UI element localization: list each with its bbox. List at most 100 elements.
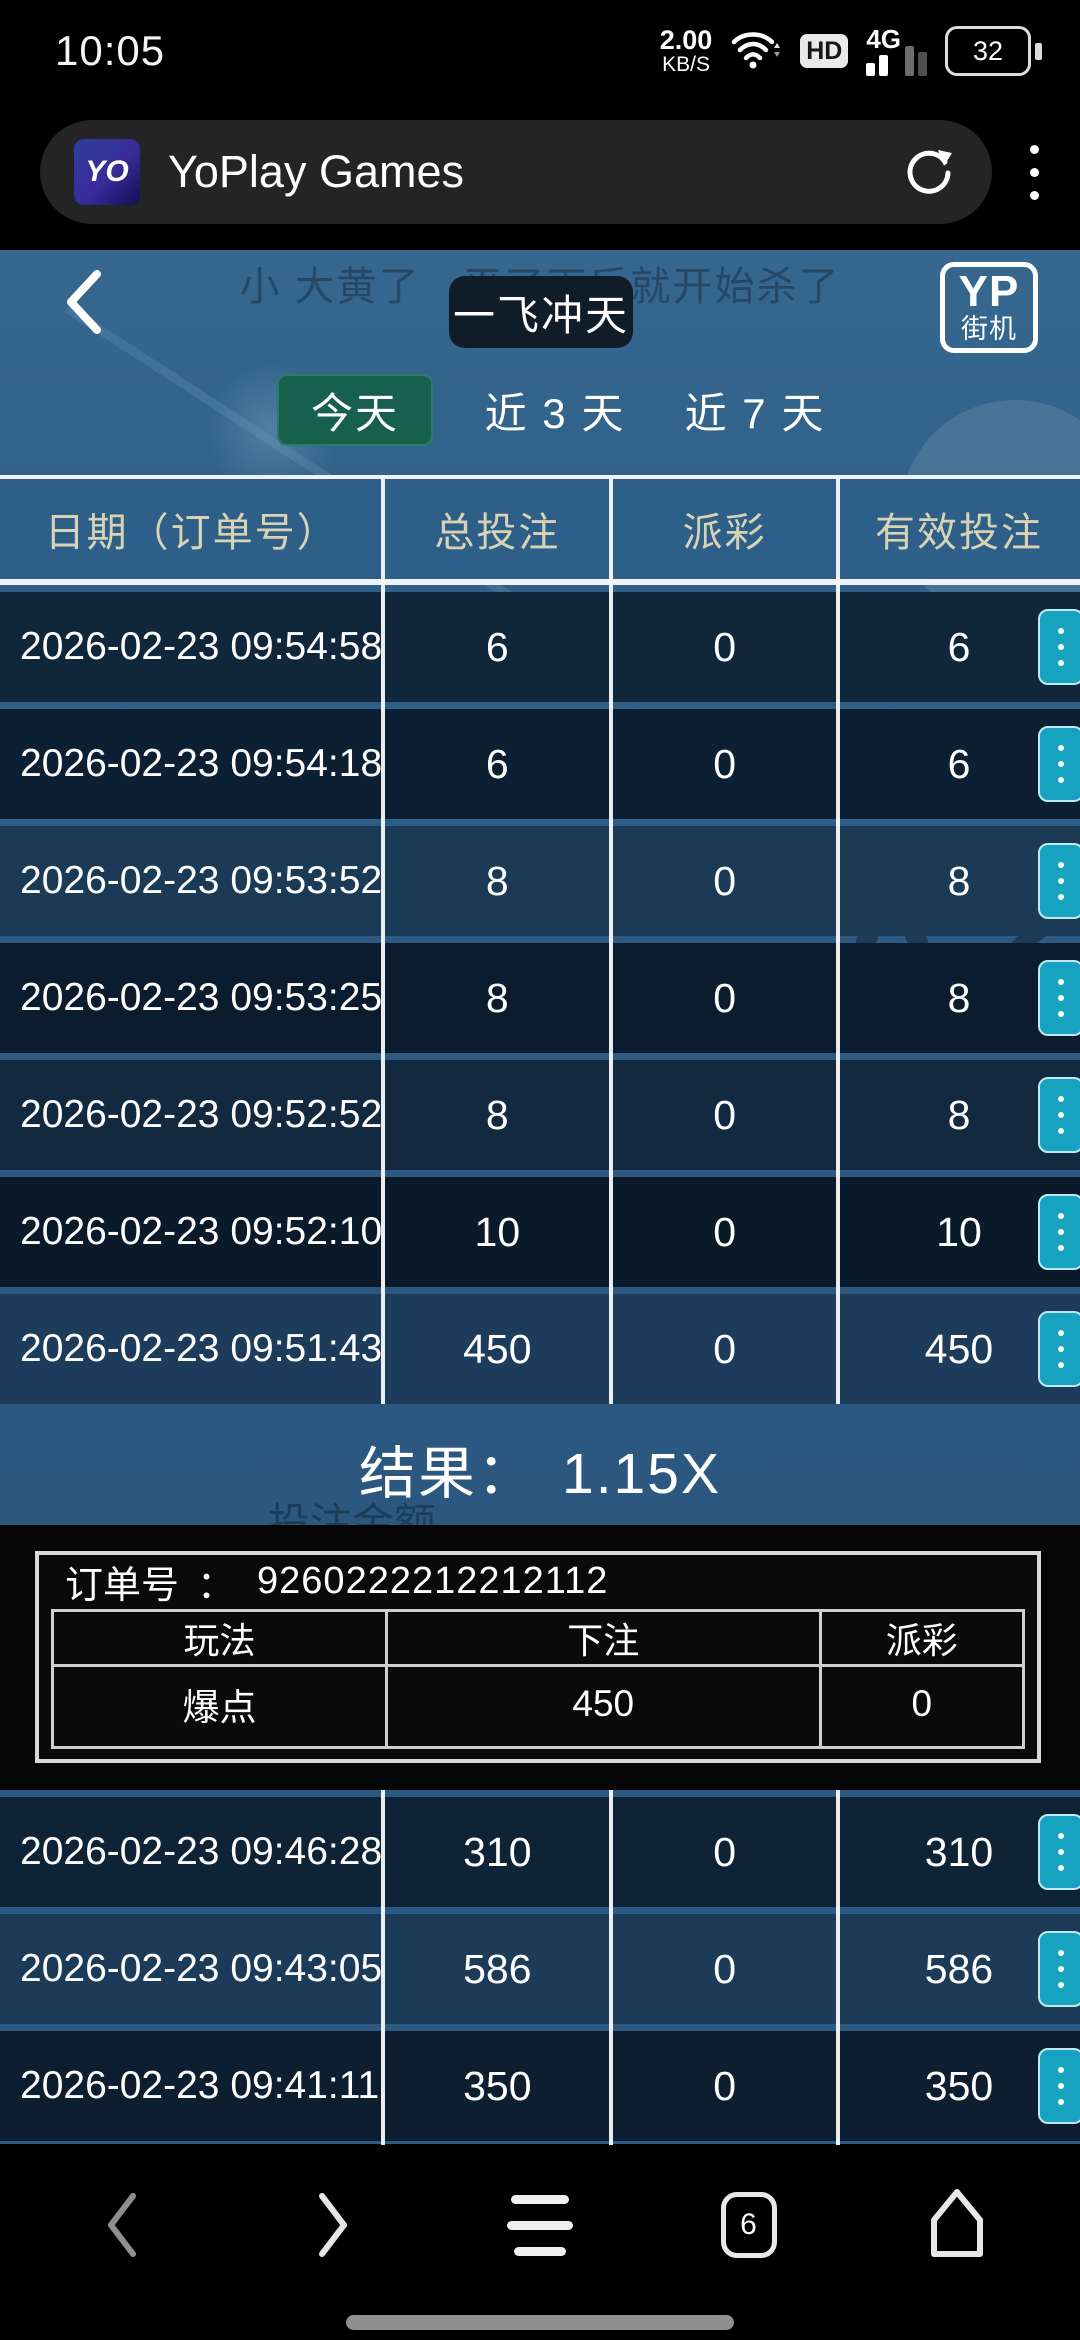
game-webview: 小 大黄了 平了下后就开始杀了 8.20X 投注金额 一飞冲天 YP 街机 今天…	[0, 250, 1080, 2145]
back-icon[interactable]	[50, 262, 120, 342]
row-valid: 6	[947, 740, 971, 787]
nav-back-icon[interactable]	[90, 2180, 156, 2270]
column-divider	[381, 475, 386, 1404]
row-payout: 0	[713, 1828, 737, 1875]
refresh-icon[interactable]	[902, 142, 958, 203]
col-header-valid-bet: 有效投注	[875, 511, 1044, 555]
table-row: 2026-02-23 09:54:18 6 0 6	[0, 709, 1080, 819]
row-total: 10	[474, 1208, 521, 1255]
row-payout: 0	[713, 1091, 737, 1138]
row-actions-icon[interactable]	[1038, 609, 1080, 685]
row-date: 2026-02-23 09:43:05	[20, 1947, 383, 1990]
row-actions-icon[interactable]	[1038, 2048, 1080, 2124]
row-total: 350	[463, 2062, 532, 2109]
site-favicon: YO	[74, 139, 140, 205]
table-header-row: 日期（订单号） 总投注 派彩 有效投注	[0, 475, 1080, 585]
order-detail-box: 订单号 ： 9260222212212112 玩法 下注 派彩 爆点 450 0	[35, 1551, 1041, 1763]
site-title: YoPlay Games	[168, 146, 464, 197]
status-bar: 10:05 2.00 KB/S HD 4G	[0, 0, 1080, 88]
col-header-total-bet: 总投注	[434, 511, 561, 555]
cellular-signal-icon: 4G	[866, 26, 927, 76]
tab-today[interactable]: 今天	[277, 374, 433, 446]
address-bar[interactable]: YO YoPlay Games	[40, 120, 992, 224]
column-divider	[836, 475, 841, 1404]
table-row: 2026-02-23 09:41:11 350 0 350	[0, 2031, 1080, 2141]
row-total: 8	[485, 857, 509, 904]
row-payout: 0	[713, 1208, 737, 1255]
col-header-date: 日期（订单号）	[44, 511, 339, 555]
row-actions-icon[interactable]	[1038, 1311, 1080, 1387]
nav-menu-icon[interactable]	[507, 2180, 573, 2270]
table-row: 2026-02-23 09:54:58 6 0 6	[0, 592, 1080, 702]
row-valid: 6	[947, 623, 971, 670]
col-header-payout: 派彩	[682, 511, 767, 555]
wifi-icon	[730, 26, 782, 77]
column-divider	[381, 1790, 386, 2145]
row-payout: 0	[713, 2062, 737, 2109]
page-title: 一飞冲天	[449, 276, 633, 348]
order-payout-value: 0	[911, 1683, 933, 1724]
tab-last-3-days[interactable]: 近 3 天	[468, 374, 642, 446]
order-col-payout: 派彩	[821, 1612, 1022, 1667]
row-payout: 0	[713, 857, 737, 904]
row-valid: 8	[947, 857, 971, 904]
row-date: 2026-02-23 09:52:52	[20, 1093, 383, 1136]
table-row: 2026-02-23 09:53:52 8 0 8	[0, 826, 1080, 936]
browser-overflow-menu-icon[interactable]	[1014, 144, 1054, 200]
row-valid: 350	[924, 2062, 994, 2109]
row-actions-icon[interactable]	[1038, 1931, 1080, 2007]
clock: 10:05	[55, 27, 166, 74]
tab-last-7-days[interactable]: 近 7 天	[668, 374, 842, 446]
yp-arcade-logo[interactable]: YP 街机	[940, 262, 1038, 353]
result-label: 结果：	[359, 1442, 537, 1506]
row-actions-icon[interactable]	[1038, 960, 1080, 1036]
tab-count: 6	[740, 2208, 757, 2241]
row-valid: 10	[936, 1208, 982, 1255]
row-actions-icon[interactable]	[1038, 1194, 1080, 1270]
result-value: 1.15X	[562, 1442, 721, 1506]
row-actions-icon[interactable]	[1038, 843, 1080, 919]
order-detail-section: 订单号 ： 9260222212212112 玩法 下注 派彩 爆点 450 0	[0, 1525, 1080, 1790]
nav-tabs-icon[interactable]: 6	[716, 2180, 782, 2270]
nav-forward-icon[interactable]	[299, 2180, 365, 2270]
system-nav-bar: 6	[0, 2144, 1080, 2340]
order-number-line: 订单号 ： 9260222212212112	[39, 1555, 1037, 1607]
row-date: 2026-02-23 09:54:58	[20, 625, 383, 668]
row-valid: 450	[924, 1325, 994, 1372]
nav-home-icon[interactable]	[924, 2180, 990, 2270]
order-col-play: 玩法	[54, 1612, 388, 1667]
table-row: 2026-02-23 09:51:43 450 0 450	[0, 1294, 1080, 1404]
order-bet-value: 450	[388, 1662, 822, 1746]
table-row: 2026-02-23 09:43:05 586 0 586	[0, 1914, 1080, 2024]
column-divider	[836, 1790, 841, 2145]
row-total: 8	[485, 1091, 509, 1138]
column-divider	[609, 1790, 614, 2145]
order-col-bet: 下注	[387, 1612, 822, 1667]
row-actions-icon[interactable]	[1038, 1814, 1080, 1890]
table-row: 2026-02-23 09:46:28 310 0 310	[0, 1797, 1080, 1907]
row-valid: 310	[924, 1828, 994, 1875]
row-valid: 8	[947, 1091, 971, 1138]
row-date: 2026-02-23 09:52:10	[20, 1210, 383, 1253]
row-total: 6	[485, 740, 509, 787]
row-actions-icon[interactable]	[1038, 1077, 1080, 1153]
order-number-label: 订单号	[65, 1564, 180, 1607]
gesture-handle[interactable]	[346, 2315, 734, 2330]
row-date: 2026-02-23 09:41:11	[20, 2064, 380, 2107]
row-date: 2026-02-23 09:51:43	[20, 1327, 383, 1370]
row-date: 2026-02-23 09:54:18	[20, 742, 383, 785]
row-total: 450	[463, 1325, 532, 1372]
history-table-bottom: 2026-02-23 09:46:28 310 0 310 2026-02-23…	[0, 1790, 1080, 2145]
row-valid: 586	[924, 1945, 994, 1992]
order-number-value: 9260222212212112	[257, 1559, 609, 1602]
row-actions-icon[interactable]	[1038, 726, 1080, 802]
order-detail-table: 玩法 下注 派彩 爆点 450 0	[51, 1609, 1025, 1749]
row-date: 2026-02-23 09:46:28	[20, 1830, 383, 1873]
table-row: 2026-02-23 09:52:10 10 0 10	[0, 1177, 1080, 1287]
row-payout: 0	[713, 1945, 737, 1992]
row-total: 586	[463, 1945, 532, 1992]
history-table-top: 日期（订单号） 总投注 派彩 有效投注 2026-02-23 09:54:58 …	[0, 475, 1080, 1404]
row-payout: 0	[713, 974, 737, 1021]
row-payout: 0	[713, 1325, 737, 1372]
